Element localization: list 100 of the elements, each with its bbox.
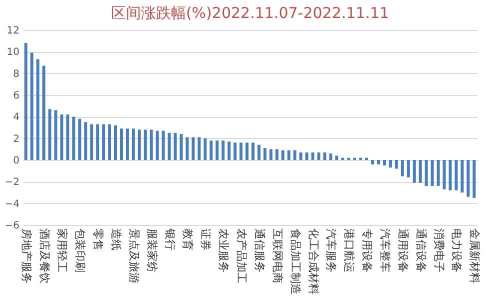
x-tick-label: 包装印刷 [74, 228, 87, 272]
bar [234, 142, 237, 160]
bar [448, 160, 452, 190]
x-tick-label: 农产品加工 [235, 228, 248, 284]
bar [138, 130, 141, 160]
bar [246, 142, 249, 160]
bar [60, 114, 64, 160]
chart-title: 区间涨跌幅(%)2022.11.07-2022.11.11 [110, 4, 390, 22]
y-tick-label: 6 [13, 90, 20, 102]
bar [454, 160, 458, 190]
bar [269, 149, 272, 160]
bar [263, 148, 266, 160]
x-tick-label: 造纸 [110, 228, 123, 250]
bar [132, 128, 135, 160]
bar [114, 125, 118, 160]
bar [281, 150, 284, 160]
x-tick-label: 房地产服务 [20, 228, 33, 284]
x-tick-label: 家用轻工 [56, 228, 69, 272]
bar [48, 109, 52, 160]
bar [120, 128, 123, 160]
bar [240, 142, 243, 160]
bar [108, 124, 112, 160]
bar [192, 137, 195, 160]
y-tick-label: 2 [13, 134, 20, 145]
bar [251, 142, 254, 160]
bar [90, 124, 94, 160]
x-tick-label: 电力设备 [450, 228, 464, 272]
x-tick-label: 银行 [163, 228, 176, 250]
bar [78, 118, 82, 160]
x-tick-label: 酒店及餐饮 [38, 228, 51, 284]
bar [287, 150, 290, 160]
bar [42, 66, 46, 160]
bar [424, 160, 428, 186]
bar [317, 152, 320, 160]
x-tick-label: 化工合成材料 [306, 228, 320, 294]
y-tick-label: −4 [4, 198, 20, 210]
bar [126, 128, 129, 160]
bar [305, 152, 308, 160]
bar [311, 152, 314, 160]
x-tick-label: 农业服务 [217, 228, 230, 272]
x-tick-label: 零售 [92, 228, 105, 250]
bar [323, 152, 326, 160]
bar [204, 138, 207, 160]
bar [466, 160, 470, 197]
bar [144, 130, 147, 160]
bar [394, 160, 398, 169]
bar [150, 130, 153, 160]
y-tick-label: −6 [4, 220, 20, 232]
y-tick-label: 12 [6, 26, 20, 36]
bar [30, 52, 34, 160]
bar [54, 110, 58, 160]
bar [293, 150, 296, 160]
bar [371, 160, 374, 164]
bar [186, 137, 189, 160]
bar [299, 152, 302, 160]
bar [412, 160, 416, 183]
bar [222, 140, 225, 160]
x-tick-label: 专用设备 [360, 228, 374, 272]
bar [156, 130, 159, 160]
x-tick-label: 教育 [181, 228, 194, 250]
x-tick-label: 港口航运 [342, 228, 356, 272]
x-tick-label: 汽车服务 [324, 228, 338, 272]
x-tick-label: 互联网电商 [270, 228, 284, 284]
bar [102, 124, 106, 160]
x-tick-label: 汽车整车 [378, 228, 392, 272]
bar [472, 160, 476, 198]
x-tick-label: 通用设备 [396, 228, 410, 272]
x-tick-label: 景点及旅游 [127, 228, 140, 284]
bar [228, 142, 231, 160]
y-tick-label: −2 [4, 177, 20, 188]
x-tick-label: 金属新材料 [468, 228, 482, 284]
bar [275, 149, 278, 160]
bar [216, 140, 219, 160]
bar [377, 160, 380, 164]
bar [72, 116, 76, 160]
bar [406, 160, 410, 178]
x-tick-label: 食品加工制造 [288, 228, 302, 294]
y-tick-label: 10 [6, 47, 20, 58]
x-tick-label: 消费电子 [432, 228, 446, 272]
y-tick-label: 0 [13, 156, 20, 166]
bar [329, 154, 332, 160]
y-tick-label: 8 [13, 68, 20, 80]
bar [418, 160, 422, 183]
bar [400, 160, 404, 176]
bar [382, 160, 386, 166]
bar [96, 124, 100, 160]
x-tick-label: 通信服务 [252, 228, 266, 272]
bar [84, 122, 88, 160]
bar [168, 132, 171, 160]
bar [174, 132, 177, 160]
bar [335, 156, 338, 160]
bar [162, 130, 165, 160]
bar [24, 43, 28, 160]
x-tick-label: 证券 [199, 228, 212, 250]
bar [210, 140, 213, 160]
bar [460, 160, 464, 192]
bar [66, 114, 70, 160]
bar [430, 160, 434, 186]
bar [388, 160, 392, 168]
bar [180, 134, 183, 160]
